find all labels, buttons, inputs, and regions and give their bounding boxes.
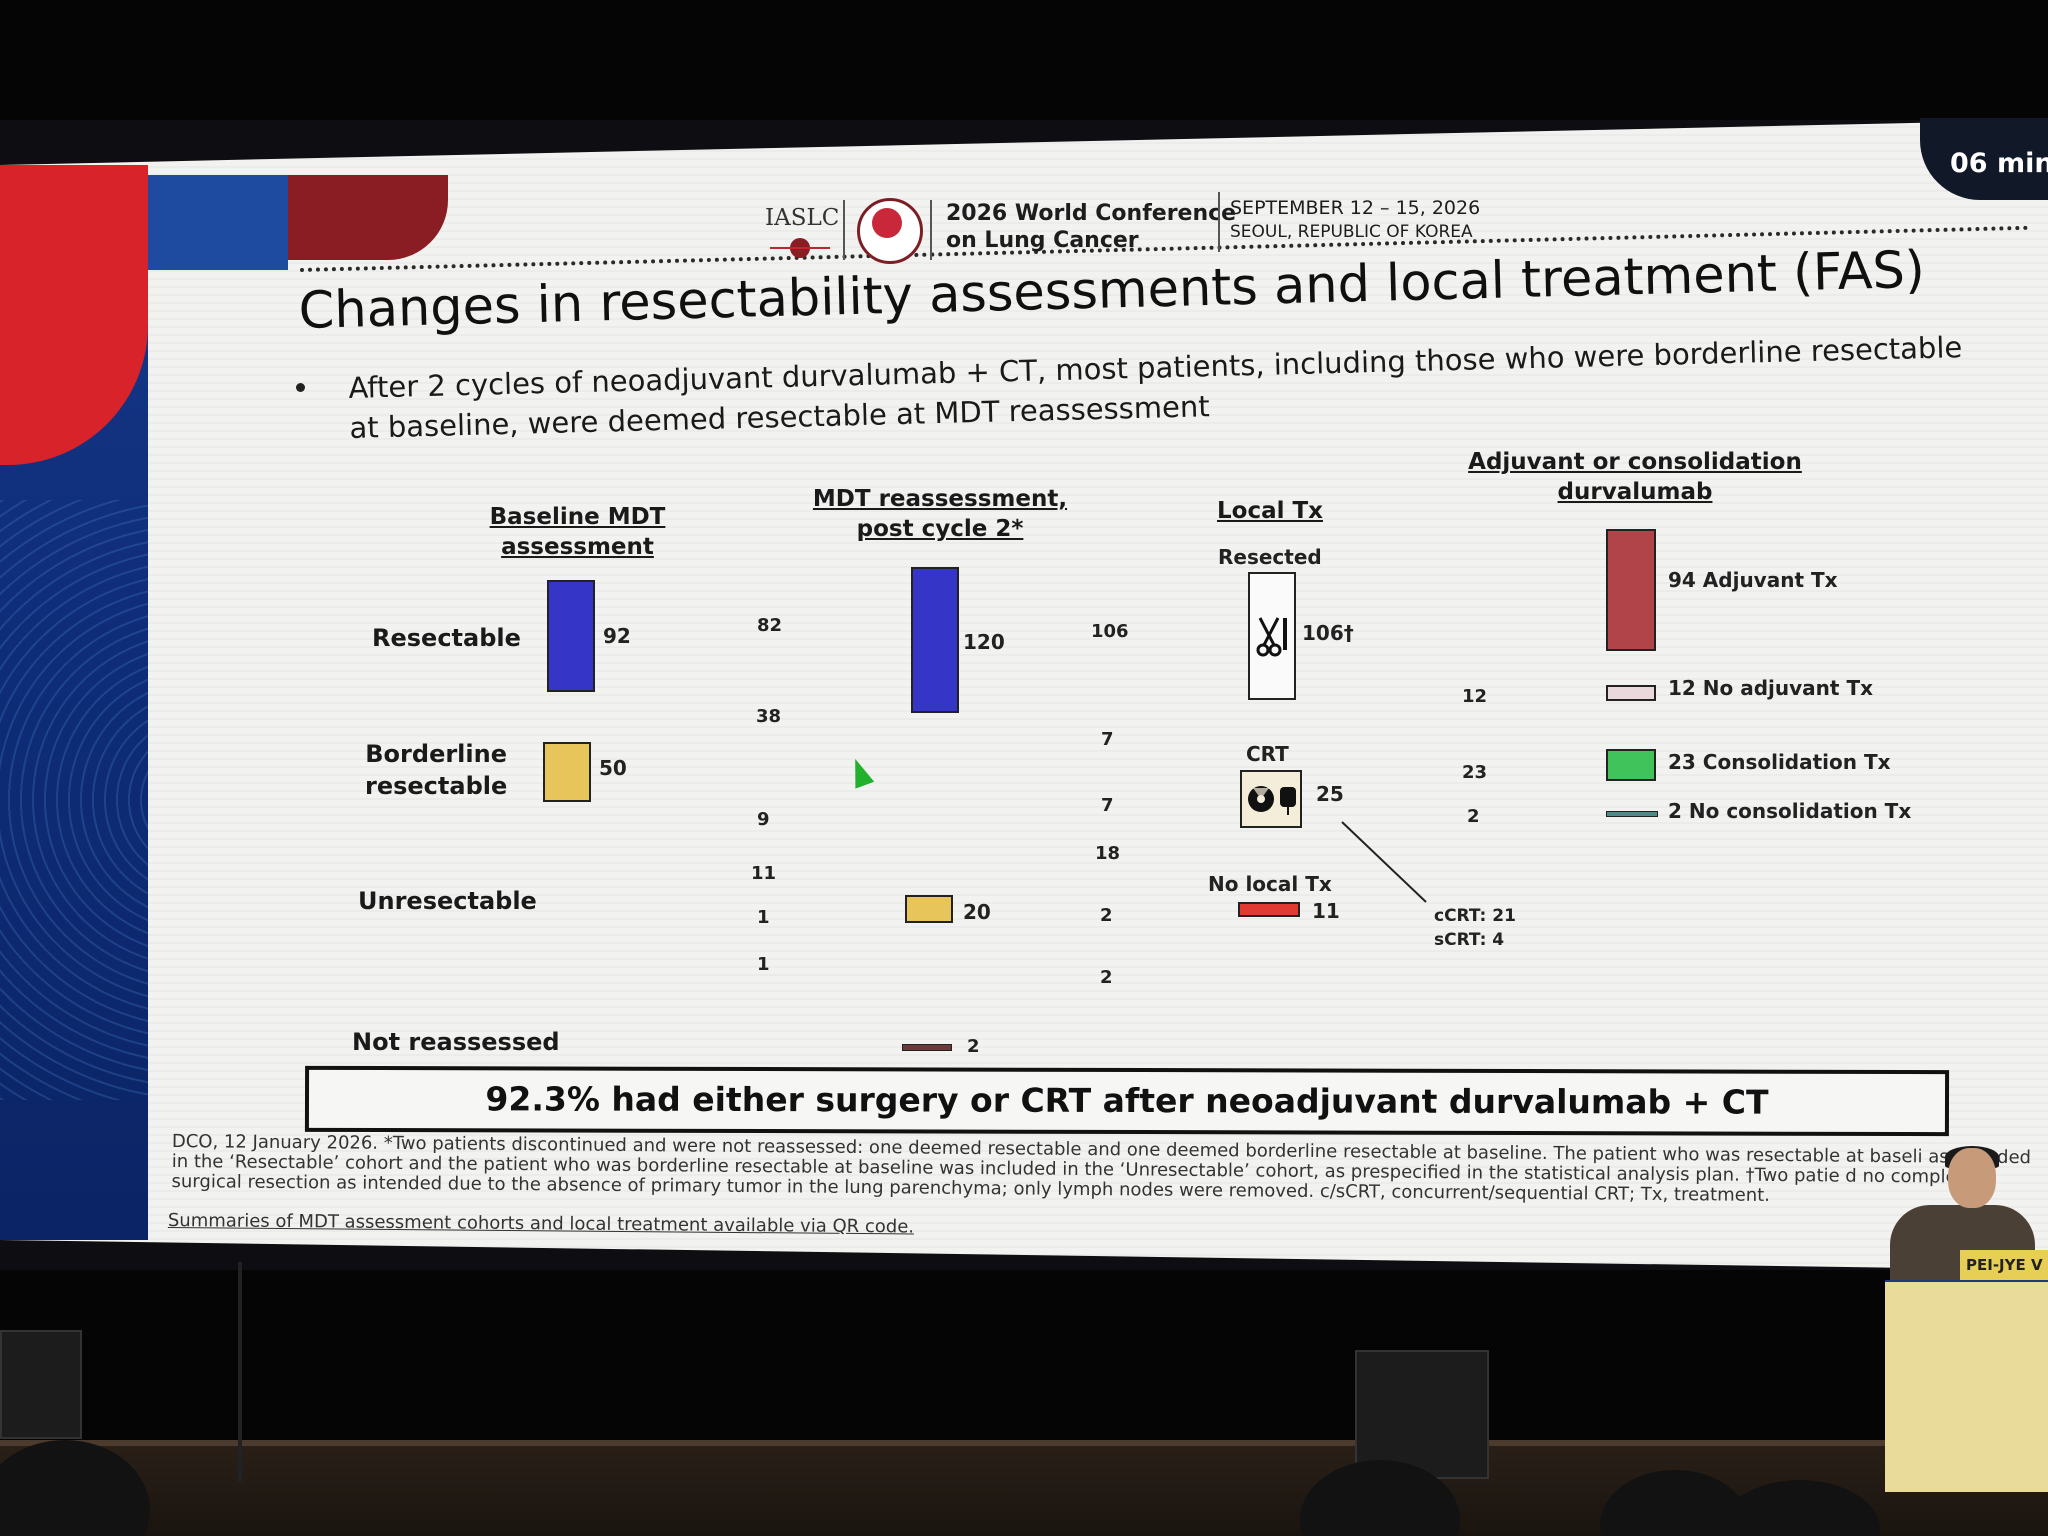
flow-value: 18 bbox=[1095, 843, 1121, 864]
flow-value: 7 bbox=[1101, 729, 1114, 750]
scissors-icon bbox=[1256, 617, 1287, 657]
timer-badge: 06 min bbox=[1920, 118, 2048, 200]
flow-value: 2 bbox=[1100, 967, 1113, 988]
column-header-baseline-line2: assessment bbox=[501, 534, 654, 560]
presenter-nameplate: PEI-JYE V bbox=[1960, 1250, 2048, 1280]
bar-consolidation-tx bbox=[1606, 749, 1656, 781]
label-no-local-tx: No local Tx bbox=[1208, 872, 1332, 896]
value-ccrt: cCRT: 21 bbox=[1434, 906, 1516, 926]
microphone-stand bbox=[238, 1262, 242, 1482]
callout-line bbox=[1341, 821, 1427, 903]
label-crt: CRT bbox=[1246, 742, 1289, 766]
bar-baseline-resectable bbox=[547, 580, 595, 692]
lung-logo-icon bbox=[770, 238, 830, 258]
flow-value: 2 bbox=[1467, 806, 1480, 827]
flow-value: 2 bbox=[1100, 905, 1113, 926]
column-header-adjuvant-line2: durvalumab bbox=[1557, 479, 1713, 505]
stage-speaker-left bbox=[0, 1330, 82, 1439]
flow-value: 1 bbox=[757, 954, 770, 975]
value-reassess-resectable: 120 bbox=[963, 630, 1005, 654]
iv-bag-icon bbox=[1280, 787, 1296, 815]
bar-no-consolidation-tx bbox=[1606, 811, 1658, 817]
flow-value: 12 bbox=[1462, 686, 1488, 707]
column-header-reassessment: MDT reassessment, post cycle 2* bbox=[800, 484, 1080, 544]
value-no-adjuvant-tx: 12 No adjuvant Tx bbox=[1668, 676, 1873, 700]
flow-value: 38 bbox=[756, 706, 782, 727]
row-label-borderline: Borderline resectable bbox=[365, 738, 507, 802]
bar-resected bbox=[1248, 572, 1296, 700]
label-resected: Resected bbox=[1218, 545, 1322, 569]
flow-value: 1 bbox=[757, 907, 770, 928]
bar-baseline-borderline bbox=[543, 742, 591, 802]
value-crt: 25 bbox=[1316, 782, 1344, 806]
stage-floor-edge bbox=[0, 1440, 2048, 1446]
radiation-icon bbox=[1248, 786, 1274, 812]
iaslc-logo-text: IASLC bbox=[765, 205, 840, 231]
bar-adjuvant-tx bbox=[1606, 529, 1656, 651]
value-adjuvant-tx: 94 Adjuvant Tx bbox=[1668, 568, 1838, 592]
bar-reassess-unresectable bbox=[905, 895, 953, 923]
left-wave-pattern bbox=[0, 500, 148, 1100]
header-separator bbox=[930, 200, 932, 260]
bar-reassess-resectable bbox=[911, 567, 959, 713]
value-consolidation-tx: 23 Consolidation Tx bbox=[1668, 750, 1891, 774]
conference-title-line1: 2026 World Conference bbox=[946, 201, 1237, 226]
conference-location: SEOUL, REPUBLIC OF KOREA bbox=[1230, 222, 1473, 242]
flow-value: 106 bbox=[1091, 621, 1129, 642]
flow-value: 9 bbox=[757, 809, 770, 830]
column-header-reassessment-line2: post cycle 2* bbox=[856, 516, 1024, 542]
column-header-baseline: Baseline MDT assessment bbox=[470, 502, 685, 562]
flow-value: 11 bbox=[751, 863, 777, 884]
podium bbox=[1885, 1282, 2048, 1492]
box-crt bbox=[1240, 770, 1302, 828]
flow-value: 7 bbox=[1101, 795, 1114, 816]
value-resected: 106† bbox=[1302, 621, 1354, 645]
column-header-baseline-line1: Baseline MDT bbox=[489, 504, 666, 530]
bar-no-adjuvant-tx bbox=[1606, 685, 1656, 701]
presenter-head bbox=[1948, 1148, 1996, 1208]
bar-no-local-tx bbox=[1238, 902, 1300, 917]
row-label-unresectable: Unresectable bbox=[358, 887, 537, 915]
header-blue-decor bbox=[148, 175, 288, 270]
row-label-resectable: Resectable bbox=[372, 624, 521, 652]
column-header-local-tx: Local Tx bbox=[1216, 498, 1324, 524]
value-reassess-unresectable: 20 bbox=[963, 900, 991, 924]
value-baseline-borderline: 50 bbox=[599, 756, 627, 780]
flow-value: 82 bbox=[757, 615, 783, 636]
conference-title: 2026 World Conference on Lung Cancer bbox=[946, 200, 1236, 254]
row-label-not-reassessed: Not reassessed bbox=[352, 1028, 560, 1056]
column-header-reassessment-line1: MDT reassessment, bbox=[812, 486, 1068, 512]
column-header-adjuvant-line1: Adjuvant or consolidation bbox=[1468, 449, 1802, 475]
value-no-consolidation-tx: 2 No consolidation Tx bbox=[1668, 799, 1912, 823]
summary-banner-text: 92.3% had either surgery or CRT after ne… bbox=[485, 1079, 1769, 1122]
value-baseline-resectable: 92 bbox=[603, 624, 631, 648]
value-no-local-tx: 11 bbox=[1312, 899, 1340, 923]
row-label-borderline-line1: Borderline bbox=[365, 740, 507, 768]
bullet-marker bbox=[296, 383, 305, 392]
conference-seal-center bbox=[872, 208, 902, 238]
row-label-borderline-line2: resectable bbox=[365, 772, 508, 800]
flow-value: 23 bbox=[1462, 762, 1488, 783]
header-separator bbox=[843, 200, 845, 260]
value-scrt: sCRT: 4 bbox=[1434, 930, 1505, 950]
bar-not-reassessed bbox=[902, 1044, 952, 1051]
header-separator bbox=[1218, 192, 1220, 252]
summary-banner: 92.3% had either surgery or CRT after ne… bbox=[304, 1065, 1950, 1137]
conference-dates: SEPTEMBER 12 – 15, 2026 SEOUL, REPUBLIC … bbox=[1230, 196, 1480, 244]
conference-title-line2: on Lung Cancer bbox=[946, 228, 1139, 253]
column-header-adjuvant: Adjuvant or consolidation durvalumab bbox=[1450, 447, 1820, 507]
conference-date-range: SEPTEMBER 12 – 15, 2026 bbox=[1230, 197, 1481, 219]
value-not-reassessed: 2 bbox=[967, 1036, 980, 1057]
